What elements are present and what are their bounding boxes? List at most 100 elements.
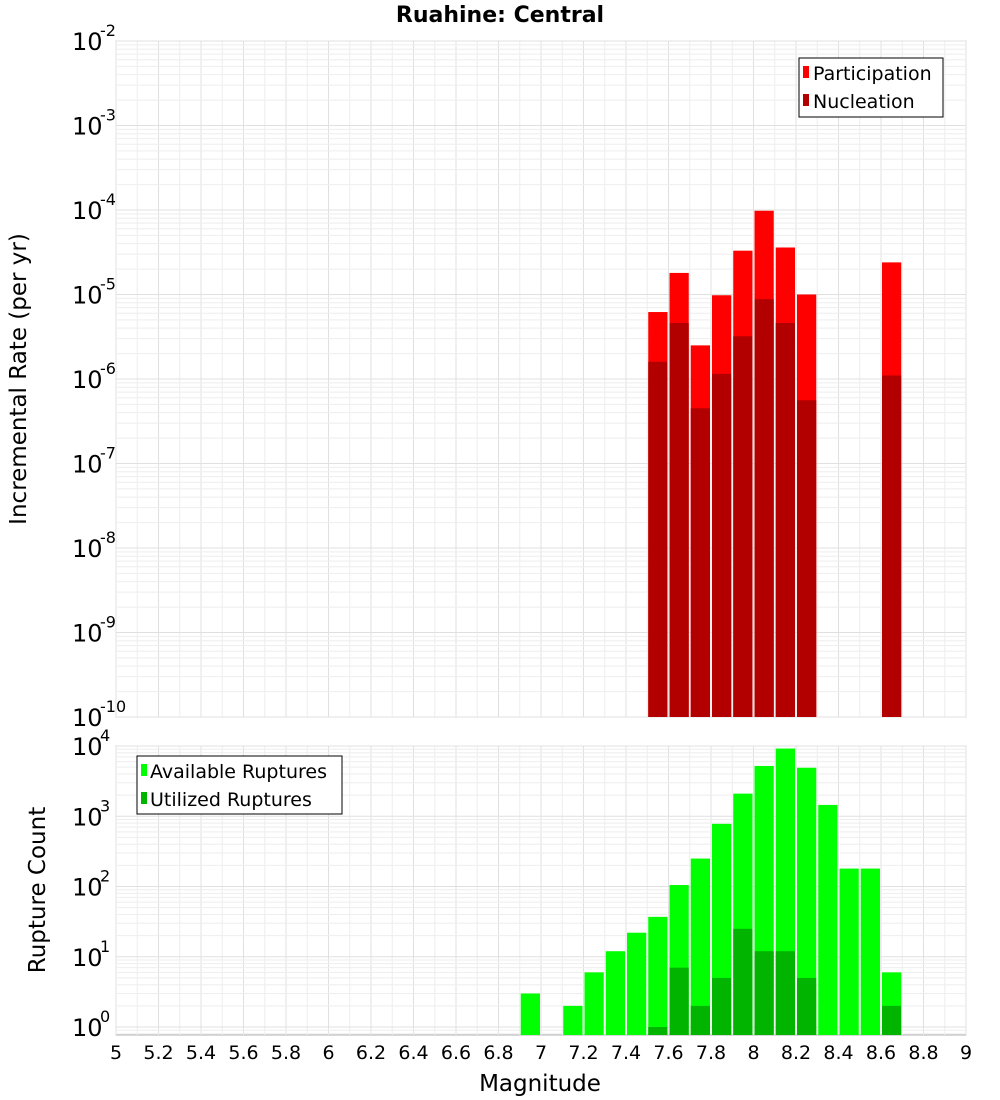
count-bar-utilized-ruptures (882, 1005, 902, 1035)
rate-y-tick-base: 10 (72, 620, 103, 648)
count-bar-utilized-ruptures (775, 951, 795, 1035)
rate-y-tick-exponent: -8 (100, 528, 116, 547)
count-bar-utilized-ruptures (712, 977, 732, 1035)
rate-y-tick-exponent: -3 (100, 106, 116, 125)
x-tick-label: 5.2 (143, 1042, 173, 1064)
count-y-tick-base: 10 (72, 944, 103, 972)
rate-bar-nucleation (669, 322, 689, 717)
chart-title: Ruahine: Central (396, 3, 604, 28)
x-tick-label: 9 (960, 1042, 972, 1064)
count-y-tick-label: 101 (72, 937, 110, 972)
rate-y-tick-base: 10 (72, 282, 103, 310)
count-bar-utilized-ruptures (690, 1005, 710, 1035)
x-tick-label: 8.4 (823, 1042, 853, 1064)
rate-y-tick-exponent: -6 (100, 359, 116, 378)
count-bar-available-ruptures (563, 1005, 583, 1035)
rate-y-tick-exponent: -7 (100, 444, 116, 463)
count-bar-available-ruptures (605, 951, 625, 1035)
legend-swatch-participation (803, 66, 809, 78)
rate-y-tick-label: 10-8 (72, 528, 116, 563)
count-legend-box (136, 755, 343, 815)
legend-swatch-nucleation (803, 94, 809, 106)
count-bar-available-ruptures (520, 993, 540, 1035)
count-y-axis-label: Rupture Count (25, 807, 51, 973)
count-y-tick-label: 103 (72, 796, 110, 831)
count-y-tick-exponent: 2 (100, 867, 110, 886)
rate-y-tick-base: 10 (72, 535, 103, 563)
rate-y-tick-base: 10 (72, 704, 103, 732)
rate-y-tick-exponent: -10 (100, 697, 126, 716)
legend-label-nucleation: Nucleation (813, 91, 915, 113)
count-y-tick-exponent: 3 (100, 796, 110, 815)
rate-y-tick-base: 10 (72, 366, 103, 394)
rate-y-tick-exponent: -2 (100, 21, 116, 40)
count-y-tick-exponent: 4 (100, 726, 110, 745)
count-y-tick-base: 10 (72, 874, 103, 902)
count-bar-utilized-ruptures (754, 951, 774, 1035)
x-tick-label: 6.6 (441, 1042, 471, 1064)
x-tick-label: 7.4 (611, 1042, 641, 1064)
rate-plot-bars (648, 210, 902, 717)
count-bar-available-ruptures (648, 916, 668, 1035)
count-bar-available-ruptures (627, 932, 647, 1035)
count-y-tick-base: 10 (72, 733, 103, 761)
count-y-tick-label: 100 (72, 1007, 110, 1042)
rate-bar-nucleation (882, 375, 902, 717)
count-bar-available-ruptures (839, 868, 859, 1035)
count-bar-utilized-ruptures (733, 928, 753, 1035)
x-tick-label: 5.6 (228, 1042, 258, 1064)
x-tick-label: 7.6 (653, 1042, 683, 1064)
x-tick-label: 5.8 (271, 1042, 301, 1064)
rate-legend-box (798, 57, 944, 118)
rate-y-tick-exponent: -4 (100, 190, 116, 209)
rate-bar-nucleation (754, 299, 774, 717)
rate-bar-nucleation (797, 400, 817, 717)
rate-bar-nucleation (712, 373, 732, 717)
rate-bar-nucleation (648, 361, 668, 717)
x-tick-label: 8.8 (908, 1042, 938, 1064)
count-bar-available-ruptures (818, 804, 838, 1035)
rate-y-tick-base: 10 (72, 28, 103, 56)
rate-y-tick-label: 10-3 (72, 106, 116, 141)
rate-y-tick-label: 10-9 (72, 613, 116, 648)
count-bar-available-ruptures (584, 972, 604, 1035)
rate-legend: Participation Nucleation (798, 57, 944, 118)
legend-label-participation: Participation (813, 63, 932, 85)
count-bar-utilized-ruptures (648, 1027, 668, 1035)
count-bar-available-ruptures (690, 858, 710, 1035)
rate-y-tick-base: 10 (72, 113, 103, 141)
x-tick-label: 6.2 (356, 1042, 386, 1064)
x-tick-label: 5 (110, 1042, 122, 1064)
count-y-tick-label: 104 (72, 726, 110, 761)
rate-y-tick-label: 10-2 (72, 21, 116, 56)
rate-y-axis-label: Incremental Rate (per yr) (6, 233, 32, 525)
rate-y-tick-label: 10-5 (72, 275, 116, 310)
x-tick-label: 5.4 (186, 1042, 216, 1064)
rate-y-tick-exponent: -5 (100, 275, 116, 294)
legend-swatch-utilized (141, 792, 147, 804)
x-tick-label: 8 (747, 1042, 759, 1064)
count-plot-bars (520, 748, 902, 1035)
x-tick-label: 6.4 (398, 1042, 428, 1064)
x-tick-label: 8.6 (866, 1042, 896, 1064)
count-y-tick-exponent: 1 (100, 937, 110, 956)
rate-bar-nucleation (775, 322, 795, 717)
legend-label-utilized: Utilized Ruptures (150, 789, 312, 811)
x-tick-label: 8.2 (781, 1042, 811, 1064)
rate-y-tick-exponent: -9 (100, 613, 116, 632)
x-axis-label: Magnitude (479, 1071, 601, 1097)
magnitude-x-ticks: 5 5.2 5.4 5.6 5.8 6 6.2 6.4 6.6 6.8 7 7.2 7.4 7.6 7.8 8… (110, 1042, 972, 1064)
count-bar-utilized-ruptures (797, 977, 817, 1035)
x-tick-label: 7 (535, 1042, 547, 1064)
count-y-tick-label: 102 (72, 867, 110, 902)
x-tick-label: 6 (322, 1042, 334, 1064)
rate-y-tick-label: 10-7 (72, 444, 116, 479)
rate-bar-nucleation (733, 336, 753, 717)
rate-y-tick-base: 10 (72, 451, 103, 479)
count-y-tick-exponent: 0 (100, 1007, 110, 1026)
rate-y-tick-label: 10-6 (72, 359, 116, 394)
